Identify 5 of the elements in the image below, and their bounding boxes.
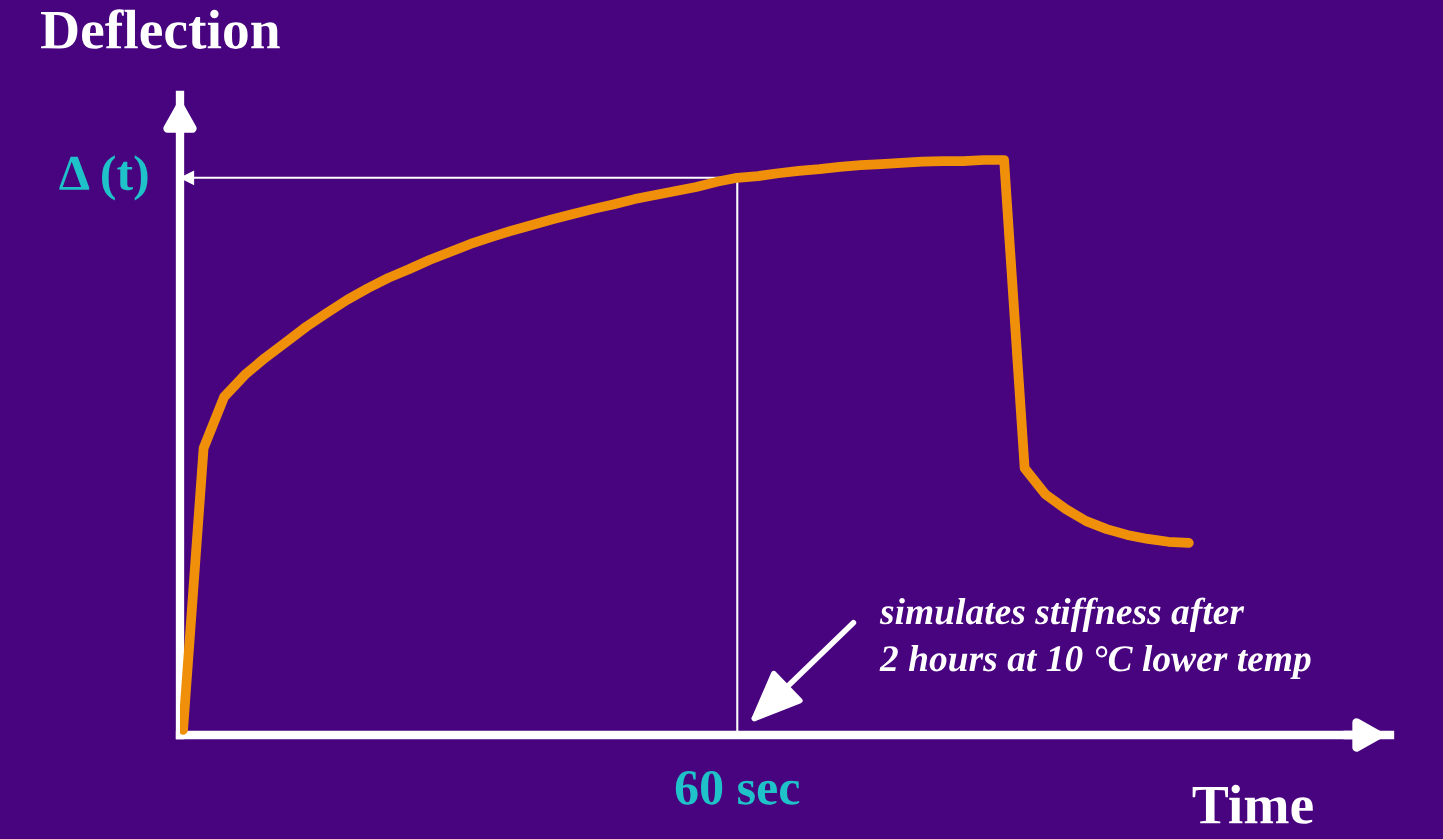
x-axis-title: Time xyxy=(1192,784,1313,824)
annotation: simulates stiffness after 2 hours at 10 °C lower temp xyxy=(879,597,1311,679)
y-axis-title: Deflection xyxy=(40,9,280,49)
text: 60 sec xyxy=(675,770,800,805)
ref-line-label: Δ (t) xyxy=(59,155,148,201)
